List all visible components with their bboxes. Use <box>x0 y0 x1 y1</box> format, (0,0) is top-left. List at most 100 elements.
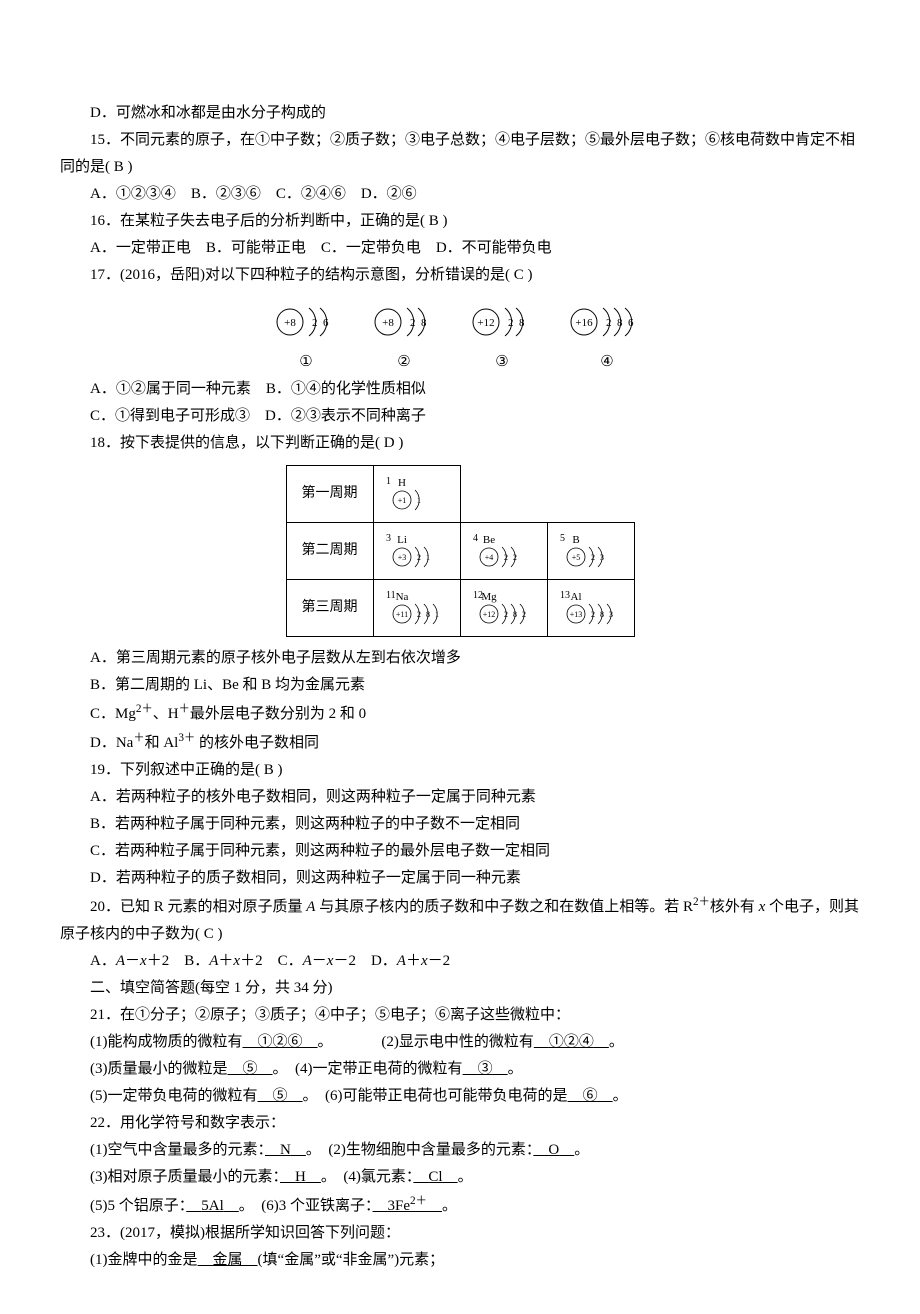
q18-table: 第一周期1H+11第二周期3Li+3214Be+4225B+523第三周期11N… <box>286 465 635 637</box>
svg-text:Li: Li <box>397 534 407 546</box>
q22-line1: (1)空气中含量最多的元素： N 。 (2)生物细胞中含量最多的元素： O 。 <box>60 1137 860 1164</box>
svg-text:Na: Na <box>395 591 408 603</box>
svg-text:+16: +16 <box>575 317 593 329</box>
svg-text:2: 2 <box>591 553 595 562</box>
table-row-label: 第一周期 <box>286 466 373 523</box>
table-cell: 13Al+13283 <box>547 580 634 637</box>
q21-l3b: 。 (6)可能带正电荷也可能带负电荷的是 <box>303 1088 568 1104</box>
q16-opts: A．一定带正电 B．可能带正电 C．一定带负电 D．不可能带负电 <box>60 235 860 262</box>
q21-l1b: 。 <box>318 1034 333 1050</box>
q21-line2: (3)质量最小的微粒是 ⑤ 。 (4)一定带正电荷的微粒有 ③ 。 <box>60 1056 860 1083</box>
svg-text:5: 5 <box>560 533 565 544</box>
svg-text:+13: +13 <box>569 610 582 619</box>
q19-stem: 19．下列叙述中正确的是( B ) <box>60 757 860 784</box>
q20-stem-sup: 2＋ <box>693 896 710 908</box>
q18-optD-sup1: ＋ <box>133 732 144 744</box>
q20-Dt: ＋ <box>406 953 421 969</box>
q18-optC-pre: C．Mg <box>90 706 136 722</box>
svg-text:8: 8 <box>519 317 525 329</box>
q17-optAB: A．①②属于同一种元素 B．①④的化学性质相似 <box>60 376 860 403</box>
q23-stem: 23．(2017，模拟)根据所学知识回答下列问题： <box>60 1220 860 1247</box>
q21-l2c: 。 <box>508 1061 523 1077</box>
q22-l3a: (5)5 个铝原子： <box>90 1198 186 1214</box>
q22-l2c: 。 <box>458 1169 473 1185</box>
q22-line3: (5)5 个铝原子： 5Al 。 (6)3 个亚铁离子： 3Fe2＋ 。 <box>60 1191 860 1220</box>
svg-text:2: 2 <box>513 553 517 562</box>
svg-text:H: H <box>398 477 406 489</box>
q23-l1b: (填“金属”或“非金属”)元素； <box>258 1252 445 1268</box>
q18-optC: C．Mg2＋、H＋最外层电子数分别为 2 和 0 <box>60 699 860 728</box>
svg-text:2: 2 <box>591 610 595 619</box>
q18-optC-sup2: ＋ <box>179 703 190 715</box>
svg-text:+8: +8 <box>382 317 394 329</box>
atom-diagram: +1228③ <box>468 297 536 376</box>
q21-line1: (1)能构成物质的微粒有 ①②⑥ 。 (2)显示电中性的微粒有 ①②④ 。 <box>60 1029 860 1056</box>
svg-text:2: 2 <box>410 317 416 329</box>
svg-text:6: 6 <box>628 317 634 329</box>
table-cell: 3Li+321 <box>373 523 460 580</box>
q20-stem: 20．已知 R 元素的相对原子质量 A 与其原子核内的质子数和中子数之和在数值上… <box>60 892 860 948</box>
q21-l3a: (5)一定带负电荷的微粒有 <box>90 1088 258 1104</box>
q14-optD: D．可燃冰和冰都是由水分子构成的 <box>60 100 860 127</box>
q20-opts: A．A－x＋2 B．A＋x＋2 C．A－x－2 D．A＋x－2 <box>60 948 860 975</box>
atom-diagram: +826① <box>272 297 340 376</box>
svg-text:+4: +4 <box>484 553 493 562</box>
svg-text:2: 2 <box>606 317 612 329</box>
svg-text:+3: +3 <box>397 553 406 562</box>
svg-text:1: 1 <box>386 476 391 487</box>
q21-l3c: 。 <box>613 1088 628 1104</box>
q22-l1c: 。 <box>574 1142 589 1158</box>
table-cell: 4Be+422 <box>460 523 547 580</box>
q15-stem-text: 15．不同元素的原子，在①中子数；②质子数；③电子总数；④电子层数；⑤最外层电子… <box>60 132 855 175</box>
q21-l2a: (3)质量最小的微粒是 <box>90 1061 228 1077</box>
svg-text:Al: Al <box>570 591 581 603</box>
table-cell: 11Na+11281 <box>373 580 460 637</box>
svg-text:3: 3 <box>600 553 604 562</box>
q19-optB: B．若两种粒子属于同种元素，则这两种粒子的中子数不一定相同 <box>60 811 860 838</box>
q18-stem: 18．按下表提供的信息，以下判断正确的是( D ) <box>60 430 860 457</box>
svg-text:3: 3 <box>386 533 391 544</box>
table-row-label: 第三周期 <box>286 580 373 637</box>
q21-ans5: ⑤ <box>258 1088 303 1104</box>
q23-line1: (1)金牌中的金是 金属 (填“金属”或“非金属”)元素； <box>60 1247 860 1274</box>
q20-Bp: ＋2 C． <box>240 953 303 969</box>
q20-C1: A <box>303 953 312 969</box>
atom-diagram: +16286④ <box>566 297 648 376</box>
q17-diagrams: +826①+828②+1228③+16286④ <box>60 297 860 376</box>
q22-stem: 22．用化学符号和数字表示： <box>60 1110 860 1137</box>
svg-text:8: 8 <box>617 317 623 329</box>
q19-optD: D．若两种粒子的质子数相同，则这两种粒子一定属于同一种元素 <box>60 865 860 892</box>
q20-D1: A <box>397 953 406 969</box>
table-cell: 5B+523 <box>547 523 634 580</box>
q17-stem: 17．(2016，岳阳)对以下四种粒子的结构示意图，分析错误的是( C ) <box>60 262 860 289</box>
svg-text:2: 2 <box>508 317 514 329</box>
q20-opt-pre: A． <box>90 953 116 969</box>
q15-opts: A．①②③④ B．②③⑥ C．②④⑥ D．②⑥ <box>60 181 860 208</box>
svg-text:8: 8 <box>421 317 427 329</box>
svg-text:13: 13 <box>560 590 570 601</box>
q18-optD-post: 的核外电子数相同 <box>195 735 319 751</box>
q20-D2: x <box>421 953 428 969</box>
q18-optD: D．Na＋和 Al3＋ 的核外电子数相同 <box>60 728 860 757</box>
svg-text:2: 2 <box>417 553 421 562</box>
q20-Cp: －2 D． <box>333 953 396 969</box>
q22-a6: 3Fe2＋ <box>373 1198 442 1214</box>
q19-optA: A．若两种粒子的核外电子数相同，则这两种粒子一定属于同种元素 <box>60 784 860 811</box>
svg-text:3: 3 <box>609 610 613 619</box>
svg-text:+1: +1 <box>397 496 406 505</box>
svg-text:8: 8 <box>426 610 430 619</box>
atom-diagram: +828② <box>370 297 438 376</box>
q21-l2b: 。 (4)一定带正电荷的微粒有 <box>273 1061 463 1077</box>
q20-B1: A <box>209 953 218 969</box>
table-cell-empty <box>547 466 634 523</box>
table-row-label: 第二周期 <box>286 523 373 580</box>
q20-stem-mid1: 与其原子核内的质子数和中子数之和在数值上相等。若 R <box>315 899 693 915</box>
q21-ans3: ⑤ <box>228 1061 273 1077</box>
svg-text:2: 2 <box>522 610 526 619</box>
q20-stem-mid2: 核外有 <box>710 899 759 915</box>
q22-a4: Cl <box>413 1169 457 1185</box>
svg-text:1: 1 <box>417 496 421 505</box>
table-cell-empty <box>460 466 547 523</box>
svg-text:2: 2 <box>504 610 508 619</box>
q18-optD-pre: D．Na <box>90 735 133 751</box>
